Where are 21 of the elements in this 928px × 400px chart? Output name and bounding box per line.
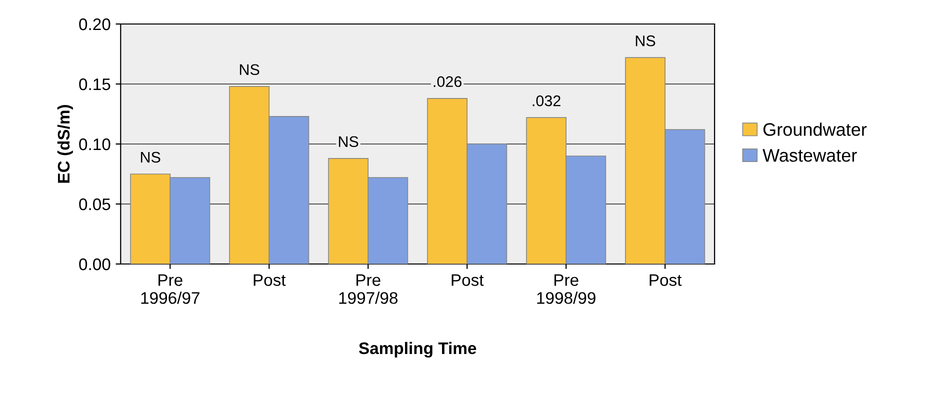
y-axis-title: EC (dS/m) (57, 105, 73, 183)
y-tick-label: 0.10 (79, 138, 110, 150)
x-tick-label: Post (452, 274, 484, 286)
annotation: .032 (532, 95, 560, 106)
legend-label: Wastewater (762, 149, 857, 162)
y-tick-label: 0.20 (79, 18, 110, 30)
annotation: NS (636, 35, 656, 46)
annotation: .026 (434, 76, 462, 88)
x-tick-label: Post (254, 274, 286, 286)
y-tick-label: 0.00 (79, 258, 110, 270)
x-tick-label: Pre 1998/99 (537, 274, 596, 304)
annotation: NS (140, 152, 160, 163)
annotation: NS (240, 64, 260, 76)
legend-label: Groundwater (763, 122, 867, 136)
x-tick-label: Pre 1996/97 (141, 274, 200, 304)
y-tick-label: 0.05 (79, 198, 110, 210)
annotation: NS (338, 136, 358, 148)
x-axis-title: Sampling Time (358, 342, 476, 358)
x-tick-label: Pre 1997/98 (339, 274, 398, 304)
x-tick-label: Post (650, 274, 682, 286)
y-tick-label: 0.15 (79, 78, 110, 90)
